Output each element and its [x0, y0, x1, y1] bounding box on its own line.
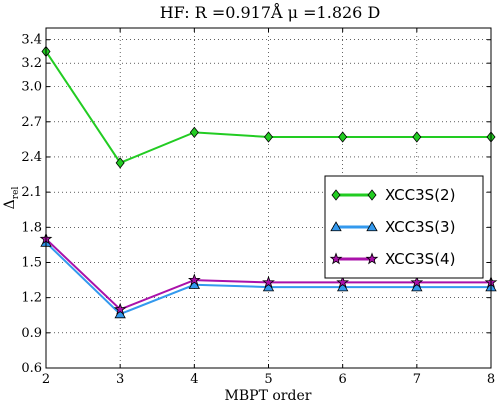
y-tick-label: 2.7 — [21, 115, 42, 130]
x-tick-label: 3 — [116, 372, 124, 387]
y-tick-label: 2.1 — [21, 185, 42, 200]
legend-marker-left-1 — [331, 189, 341, 201]
y-tick-label: 1.8 — [21, 220, 42, 235]
legend-marker-left-2 — [330, 221, 342, 232]
legend-label-3: XCC3S(4) — [385, 250, 455, 268]
series-layer — [39, 45, 498, 319]
legend-label-2: XCC3S(3) — [385, 218, 455, 236]
series-marker-1 — [338, 131, 348, 143]
legend: XCC3S(2) XCC3S(3) XCC3S(4) — [324, 175, 484, 279]
y-tick-label: 3.2 — [21, 56, 42, 71]
y-tick-label: 2.4 — [21, 150, 42, 165]
y-axis-title-sub: rel — [11, 187, 21, 200]
y-tick-label: 1.2 — [21, 291, 42, 306]
y-tick-label: 0.6 — [21, 361, 42, 376]
ticks: 2 3 4 5 6 7 8 0.6 0.9 1.2 1.5 1.8 2.1 2.4 2.7 3.0 3.2 3.4 — [21, 28, 495, 387]
y-tick-label: 1.5 — [21, 255, 42, 270]
y-tick-label: 3.0 — [21, 80, 42, 95]
series-marker-1 — [412, 131, 422, 143]
y-tick-label: 3.4 — [21, 33, 42, 48]
x-tick-label: 5 — [264, 372, 272, 387]
series-marker-1 — [263, 131, 274, 143]
x-tick-label: 4 — [190, 372, 198, 387]
x-tick-label: 6 — [339, 372, 347, 387]
chart-title: HF: R =0.917Å μ =1.826 D — [160, 2, 381, 22]
y-axis-title-main: Δ — [2, 199, 18, 209]
grid — [46, 28, 491, 368]
series-marker-3 — [410, 275, 424, 288]
series-marker-3 — [262, 275, 275, 288]
x-tick-label: 7 — [413, 372, 421, 387]
y-tick-label: 0.9 — [21, 326, 42, 341]
legend-marker-right-3 — [365, 252, 379, 265]
legend-label-1: XCC3S(2) — [385, 186, 455, 204]
x-axis-title: MBPT order — [225, 388, 312, 404]
legend-marker-left-3 — [329, 252, 343, 265]
series-marker-3 — [113, 302, 127, 315]
legend-marker-right-2 — [366, 221, 378, 232]
y-axis-title: Δrel — [2, 187, 21, 210]
legend-marker-right-1 — [367, 189, 377, 201]
x-tick-label: 2 — [42, 372, 50, 387]
series-marker-1 — [115, 157, 125, 169]
series-marker-3 — [336, 275, 350, 288]
series-marker-3 — [187, 273, 201, 286]
series-marker-1 — [189, 126, 199, 138]
x-tick-label: 8 — [487, 372, 495, 387]
